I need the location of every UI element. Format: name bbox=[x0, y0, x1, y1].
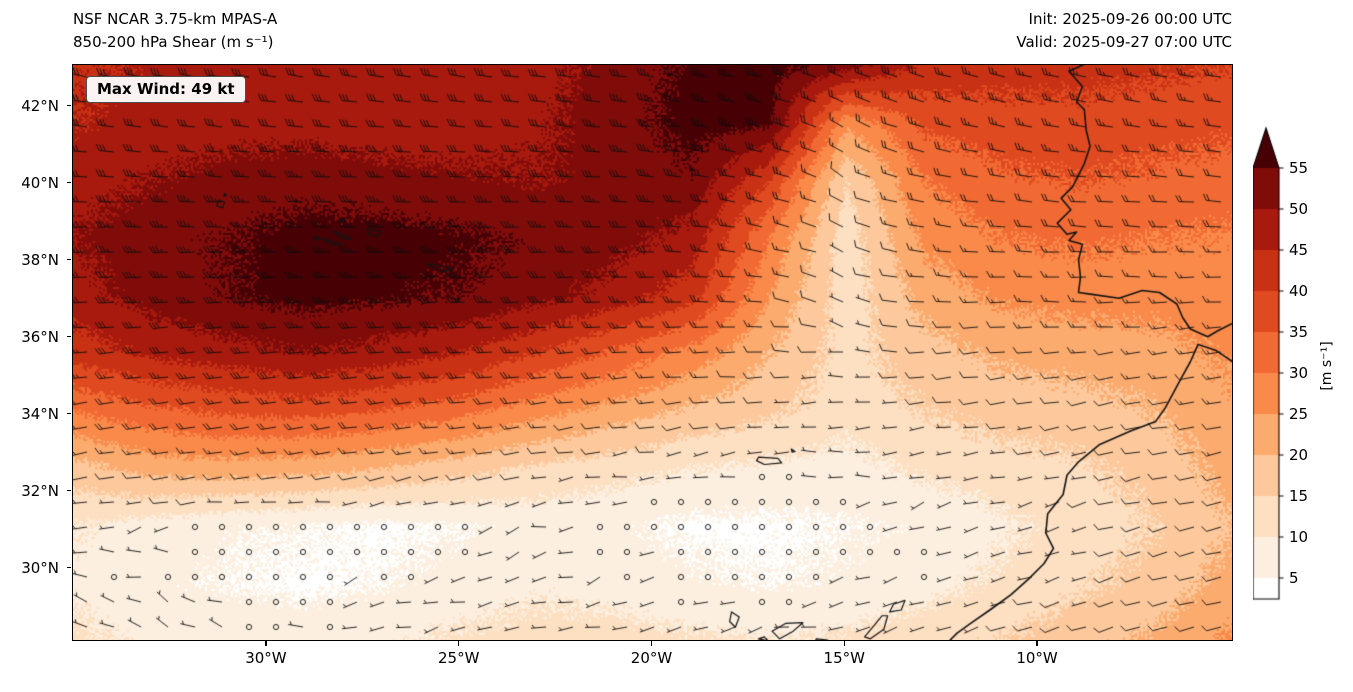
x-tick-label: 15°W bbox=[823, 649, 865, 667]
x-tick-label: 20°W bbox=[630, 649, 673, 667]
y-tick-mark bbox=[66, 413, 71, 415]
valid-time-label: Valid: 2025-09-27 07:00 UTC bbox=[1016, 33, 1232, 52]
colorbar-tick-label: 20 bbox=[1289, 446, 1309, 464]
colorbar-tick-label: 35 bbox=[1289, 323, 1309, 341]
plot-subtitle: 850-200 hPa Shear (m s⁻¹) bbox=[73, 33, 274, 52]
colorbar-tick-label: 15 bbox=[1289, 487, 1309, 505]
map-panel: Max Wind: 49 kt bbox=[72, 64, 1233, 641]
y-tick-mark bbox=[66, 259, 71, 261]
colorbar-tick-label: 40 bbox=[1289, 282, 1309, 300]
x-tick-label: 10°W bbox=[1016, 649, 1058, 667]
y-tick-mark bbox=[66, 105, 71, 107]
y-tick-mark bbox=[66, 336, 71, 338]
x-axis: 30°W 25°W 20°W 15°W 10°W bbox=[72, 641, 1233, 681]
x-tick-label: 25°W bbox=[438, 649, 480, 667]
colorbar: 5 10 15 20 25 30 35 40 45 50 55 bbox=[1253, 126, 1353, 608]
colorbar-tick-label: 55 bbox=[1289, 159, 1309, 177]
y-tick-label: 42°N bbox=[21, 96, 59, 115]
y-tick-label: 30°N bbox=[21, 558, 59, 577]
plot-title-block: NSF NCAR 3.75-km MPAS-A 850-200 hPa Shea… bbox=[73, 8, 277, 55]
time-block: Init: 2025-09-26 00:00 UTC Valid: 2025-0… bbox=[1016, 8, 1232, 55]
y-tick-mark bbox=[66, 182, 71, 184]
colorbar-tick-label: 45 bbox=[1289, 241, 1309, 259]
y-tick-label: 34°N bbox=[21, 404, 59, 423]
x-tick-label: 30°W bbox=[245, 649, 287, 667]
init-time-label: Init: 2025-09-26 00:00 UTC bbox=[1028, 10, 1232, 28]
y-tick-label: 40°N bbox=[21, 173, 59, 192]
colorbar-unit-label: [m s⁻¹] bbox=[1319, 341, 1335, 391]
colorbar-tick-label: 5 bbox=[1289, 569, 1299, 587]
colorbar-tick-label: 25 bbox=[1289, 405, 1309, 423]
y-tick-label: 38°N bbox=[21, 250, 59, 269]
y-axis: 42°N 40°N 38°N 36°N 34°N 32°N 30°N bbox=[0, 65, 72, 640]
x-tick-mark bbox=[1036, 641, 1038, 646]
x-tick-mark bbox=[265, 641, 267, 646]
shear-map-canvas bbox=[73, 65, 1232, 640]
colorbar-tick-label: 30 bbox=[1289, 364, 1309, 382]
x-tick-mark bbox=[650, 641, 653, 646]
y-tick-mark bbox=[66, 490, 71, 492]
y-tick-label: 36°N bbox=[21, 327, 59, 346]
colorbar-tick-label: 10 bbox=[1289, 528, 1309, 546]
plot-title: NSF NCAR 3.75-km MPAS-A bbox=[73, 10, 278, 28]
colorbar-tick-label: 50 bbox=[1289, 200, 1309, 218]
y-tick-label: 32°N bbox=[21, 481, 59, 500]
colorbar-canvas bbox=[1253, 126, 1285, 604]
y-tick-mark bbox=[66, 566, 71, 569]
max-wind-badge: Max Wind: 49 kt bbox=[86, 76, 246, 103]
x-tick-mark bbox=[458, 641, 460, 646]
x-tick-mark bbox=[843, 641, 845, 646]
